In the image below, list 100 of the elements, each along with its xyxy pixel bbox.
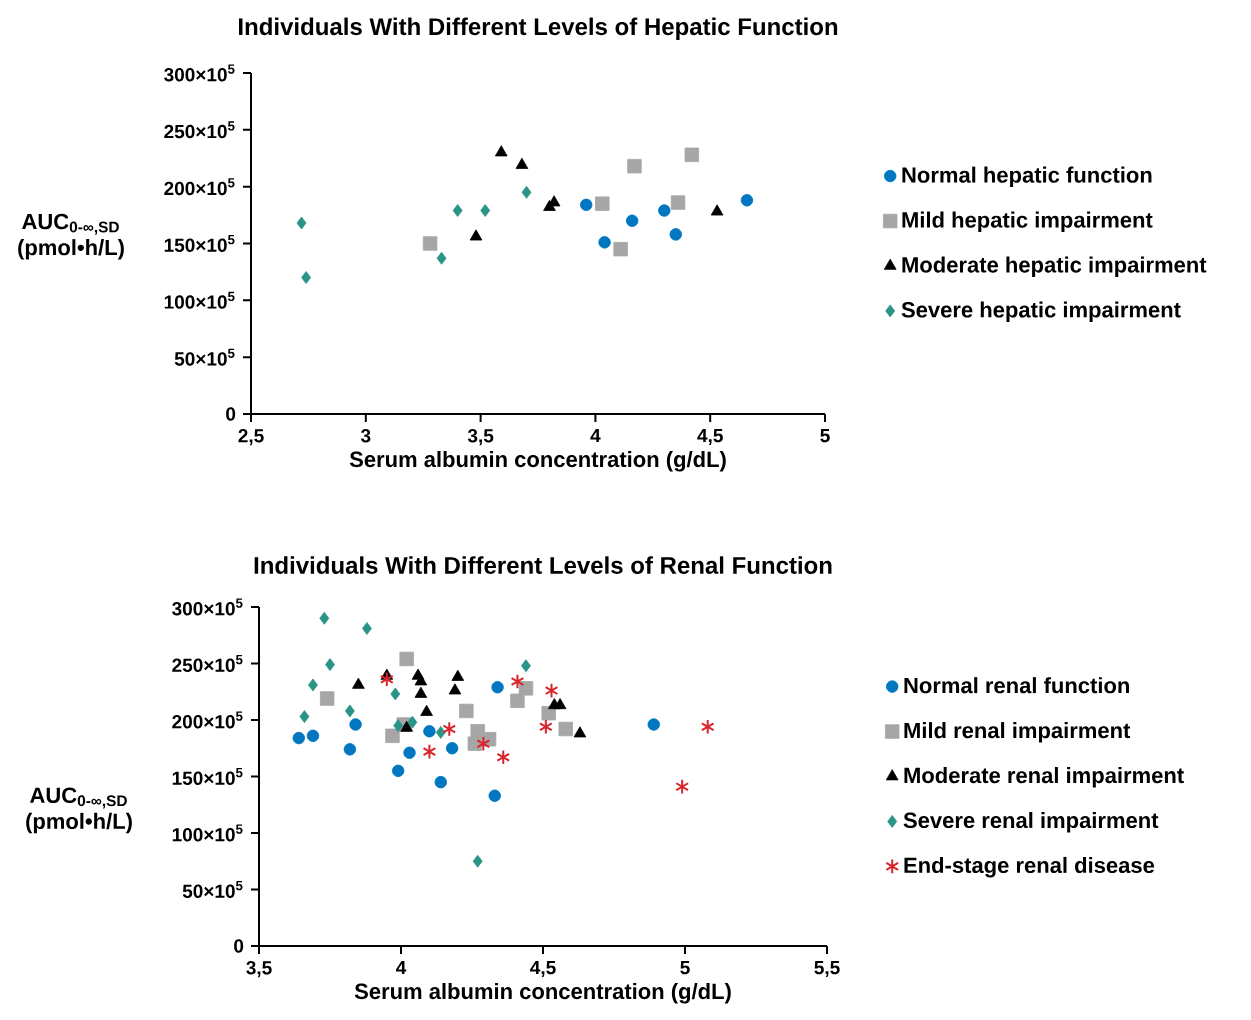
point xyxy=(669,228,682,241)
legend-label: Moderate renal impairment xyxy=(904,767,1184,788)
point xyxy=(595,196,610,211)
point xyxy=(598,236,611,249)
point xyxy=(452,204,463,217)
x-axis-title: Serum albumin concentration (g/dL) xyxy=(354,983,731,1004)
point xyxy=(521,659,531,673)
legend-label: End-stage renal disease xyxy=(904,856,1155,878)
point xyxy=(391,764,405,778)
point xyxy=(580,198,593,212)
point xyxy=(319,611,330,625)
point xyxy=(658,204,671,217)
point xyxy=(538,718,553,735)
legend-label: Normal hepatic function xyxy=(902,166,1152,188)
x-tick-label: 4,5 xyxy=(530,961,556,978)
x-tick-label: 4 xyxy=(396,961,407,975)
x-tick-label: 4,5 xyxy=(697,429,723,446)
point xyxy=(480,204,491,217)
x-tick-label: 4 xyxy=(590,429,601,443)
chart-title: Individuals With Different Levels of Renal Function xyxy=(254,556,832,574)
point xyxy=(518,681,534,696)
point xyxy=(393,719,404,733)
y-tick-label: 200×10$^{5}$ xyxy=(164,178,235,196)
point xyxy=(459,703,474,719)
point xyxy=(403,746,416,759)
point xyxy=(308,678,318,692)
point xyxy=(451,669,465,681)
x-tick-label: 2,5 xyxy=(238,429,264,446)
point xyxy=(352,677,365,689)
x-tick-label: 3,5 xyxy=(467,429,494,446)
legend-label: Moderate hepatic impairment xyxy=(902,256,1207,277)
point xyxy=(319,691,335,706)
point xyxy=(301,271,312,284)
point xyxy=(710,204,724,216)
y-tick-label: 0 xyxy=(226,407,236,421)
y-tick-label: 250×10$^{5}$ xyxy=(164,121,235,139)
point xyxy=(379,671,394,688)
point xyxy=(496,749,511,766)
point xyxy=(544,682,559,699)
y-tick-label: 100×10$^{5}$ xyxy=(164,291,235,309)
point xyxy=(299,710,310,723)
y-axis-title: AUC$_{0-∞,SD}$ (pmol•h/L) xyxy=(18,213,124,260)
y-tick-label: 100×10$^{5}$ xyxy=(172,824,243,842)
point xyxy=(434,775,447,789)
point xyxy=(292,731,305,745)
y-tick-label: 0 xyxy=(234,939,244,953)
point xyxy=(448,683,462,695)
point xyxy=(675,778,690,795)
point xyxy=(515,157,529,169)
point xyxy=(306,729,320,742)
x-tick-label: 3 xyxy=(360,429,371,443)
y-tick-label: 150×10$^{5}$ xyxy=(172,767,243,785)
point xyxy=(442,721,457,737)
y-tick-label: 50×10$^{5}$ xyxy=(174,348,235,366)
point xyxy=(400,720,413,732)
point xyxy=(684,147,700,163)
point xyxy=(491,681,504,694)
point xyxy=(385,728,400,744)
y-axis-title: AUC$_{0-∞,SD}$ (pmol•h/L) xyxy=(26,787,132,834)
point xyxy=(613,241,628,257)
point xyxy=(700,718,715,735)
point xyxy=(627,158,642,174)
point xyxy=(670,195,686,210)
y-tick-label: 150×10$^{5}$ xyxy=(164,234,235,252)
point xyxy=(407,715,418,729)
point xyxy=(435,726,446,739)
point xyxy=(476,735,491,752)
y-tick-label: 250×10$^{5}$ xyxy=(172,654,243,672)
point xyxy=(436,251,447,265)
point xyxy=(573,726,587,738)
point xyxy=(510,673,525,690)
point xyxy=(521,185,532,199)
legend-label: Severe renal impairment xyxy=(903,811,1159,833)
point xyxy=(349,718,362,731)
legend-label: Mild hepatic impairment xyxy=(902,211,1153,233)
point xyxy=(423,725,436,738)
x-tick-label: 5 xyxy=(680,961,690,975)
x-axis-title: Serum albumin concentration (g/dL) xyxy=(349,450,726,472)
y-tick-label: 300×10$^{5}$ xyxy=(172,598,243,616)
point xyxy=(390,687,401,701)
point xyxy=(343,743,357,756)
point xyxy=(325,658,335,672)
y-tick-label: 200×10$^{5}$ xyxy=(172,711,243,729)
point xyxy=(422,236,438,251)
x-tick-label: 3,5 xyxy=(246,961,272,978)
point xyxy=(553,698,567,710)
point xyxy=(445,742,459,755)
point xyxy=(362,622,372,635)
point xyxy=(488,789,501,802)
point xyxy=(296,216,307,230)
point xyxy=(414,674,428,686)
x-tick-label: 5,5 xyxy=(814,961,840,978)
point xyxy=(422,743,437,760)
point xyxy=(344,704,355,718)
chart-title: Individuals With Different Levels of Hepatic Function xyxy=(239,17,838,40)
y-tick-label: 300×10$^{5}$ xyxy=(164,64,235,82)
y-tick-label: 50×10$^{5}$ xyxy=(182,880,243,898)
point xyxy=(625,214,639,227)
point xyxy=(558,721,573,737)
point xyxy=(494,145,508,157)
